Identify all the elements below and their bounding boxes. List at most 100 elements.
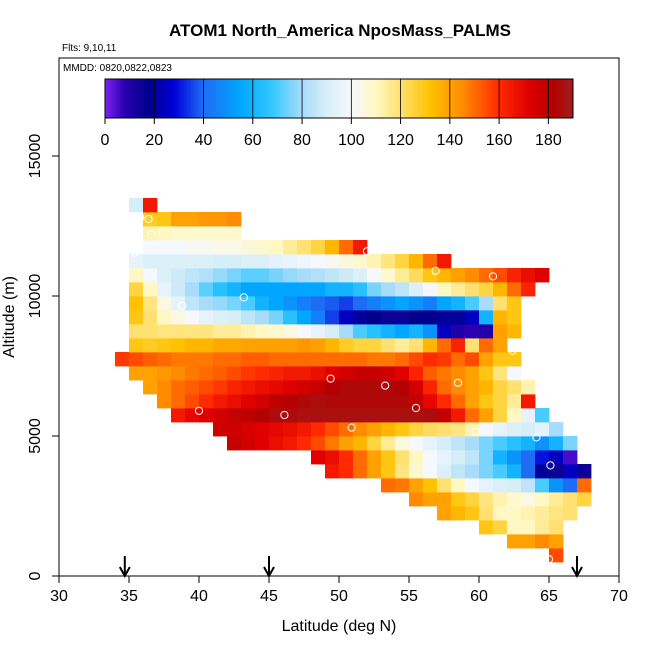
heatmap-cell — [493, 520, 508, 535]
colorbar-segment — [277, 79, 281, 118]
heatmap-cell — [339, 324, 354, 339]
colorbar-segment — [467, 79, 471, 118]
heatmap-cell — [381, 394, 396, 409]
colorbar-segment — [437, 79, 441, 118]
observation-point — [136, 213, 145, 222]
colorbar-segment — [533, 79, 537, 118]
heatmap-cell — [255, 324, 270, 339]
colorbar-segment — [159, 79, 163, 118]
colorbar-segment — [233, 79, 237, 118]
colorbar-segment — [137, 79, 140, 118]
colorbar-segment — [336, 79, 340, 118]
heatmap-cell — [241, 310, 256, 325]
heatmap-cell — [353, 282, 368, 297]
colorbar-segment — [457, 79, 461, 118]
heatmap-cell — [395, 366, 410, 381]
colorbar-segment — [316, 79, 320, 118]
heatmap-cell — [381, 478, 396, 493]
colorbar-segment — [178, 79, 182, 118]
heatmap-cell — [423, 366, 438, 381]
heatmap-cell — [367, 268, 382, 283]
heatmap-cell — [129, 254, 144, 269]
observation-point — [326, 374, 335, 383]
heatmap-cell — [367, 422, 382, 437]
heatmap-cell — [493, 464, 508, 479]
heatmap-cell — [451, 338, 466, 353]
observation-point — [558, 350, 568, 359]
heatmap-cell — [465, 366, 480, 381]
heatmap-cell — [353, 310, 368, 325]
colorbar-segment — [339, 79, 342, 118]
heatmap-cell — [367, 436, 382, 451]
chart-title: ATOM1 North_America NposMass_PALMS — [169, 21, 511, 40]
heatmap-cell — [493, 380, 508, 395]
colorbar-segment — [508, 79, 512, 118]
heatmap-cell — [227, 296, 242, 311]
colorbar-segment — [343, 79, 347, 118]
heatmap-cell — [199, 366, 214, 381]
heatmap-cell — [437, 464, 452, 479]
heatmap-cell — [409, 408, 424, 423]
colorbar-segment — [560, 79, 564, 118]
heatmap-cell — [395, 478, 410, 493]
heatmap-cell — [493, 478, 508, 493]
heatmap-cell — [367, 450, 382, 465]
colorbar-segment — [114, 79, 118, 118]
observation-point — [532, 433, 541, 442]
heatmap-cell — [493, 422, 508, 437]
heatmap-cell — [549, 450, 564, 465]
heatmap-cell — [521, 506, 536, 521]
colorbar-segment — [356, 79, 360, 118]
heatmap-cell — [563, 450, 578, 465]
heatmap-cell — [297, 338, 312, 353]
colorbar-segment — [499, 79, 503, 118]
colorbar-segment — [247, 79, 251, 118]
heatmap-cell — [171, 366, 186, 381]
heatmap-cell — [227, 324, 242, 339]
colorbar-tick-label: 20 — [145, 132, 163, 149]
heatmap-cell — [451, 310, 466, 325]
heatmap-cell — [157, 268, 172, 283]
colorbar-segment — [274, 79, 278, 118]
heatmap-cell — [325, 380, 340, 395]
heatmap-cell — [423, 436, 438, 451]
heatmap-cell — [353, 408, 368, 423]
heatmap-cell — [269, 310, 284, 325]
heatmap-cell — [143, 198, 158, 213]
heatmap-cell — [493, 296, 508, 311]
heatmap-cell — [227, 240, 242, 255]
colorbar-segment — [511, 79, 515, 118]
heatmap-cell — [479, 296, 494, 311]
heatmap-cell — [213, 282, 228, 297]
heatmap-cell — [171, 212, 186, 227]
colorbar: 0 20 40 60 80 100 120 140 160 180 — [101, 78, 574, 149]
heatmap-cell — [339, 352, 354, 367]
heatmap-cell — [437, 478, 452, 493]
heatmap-cell — [479, 352, 494, 367]
heatmap-cell — [339, 240, 354, 255]
heatmap-cell — [423, 422, 438, 437]
heatmap-cell — [269, 240, 284, 255]
heatmap-cell — [423, 254, 438, 269]
heatmap-cell — [171, 408, 186, 423]
heatmap-cell — [479, 506, 494, 521]
heatmap-cell — [185, 240, 200, 255]
colorbar-tick-label: 60 — [244, 132, 262, 149]
heatmap-cell — [451, 422, 466, 437]
colorbar-segment — [528, 79, 532, 118]
heatmap-cell — [297, 324, 312, 339]
heatmap-cell — [367, 352, 382, 367]
heatmap-cell — [339, 338, 354, 353]
colorbar-segment — [250, 79, 254, 118]
heatmap-cell — [409, 394, 424, 409]
heatmap-cell — [213, 352, 228, 367]
heatmap-cell — [325, 324, 340, 339]
colorbar-segment — [494, 79, 498, 118]
heatmap-cell — [199, 380, 214, 395]
heatmap-cell — [297, 254, 312, 269]
heatmap-cell — [535, 422, 550, 437]
heatmap-cell — [423, 268, 438, 283]
colorbar-tick-label: 80 — [293, 132, 311, 149]
heatmap-cell — [325, 240, 340, 255]
colorbar-tick-label: 120 — [387, 132, 414, 149]
